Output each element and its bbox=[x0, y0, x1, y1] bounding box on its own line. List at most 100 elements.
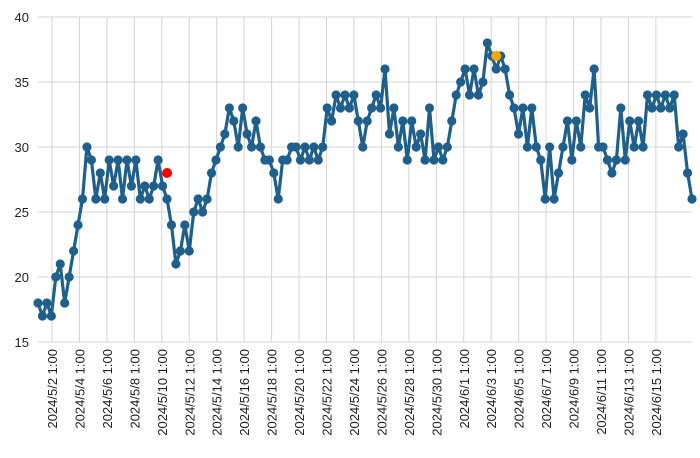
data-point bbox=[60, 298, 70, 308]
data-point bbox=[371, 90, 381, 100]
x-tick-label: 2024/5/6 1:00 bbox=[100, 349, 115, 429]
data-point bbox=[411, 142, 421, 152]
data-point bbox=[327, 116, 337, 126]
data-point bbox=[73, 220, 83, 230]
data-point bbox=[429, 155, 439, 165]
data-point bbox=[504, 90, 515, 100]
data-point bbox=[211, 155, 221, 165]
x-tick-label: 2024/5/18 1:00 bbox=[265, 349, 280, 436]
data-point bbox=[549, 194, 559, 204]
x-tick-label: 2024/5/12 1:00 bbox=[182, 349, 197, 436]
data-point bbox=[558, 142, 568, 152]
data-point bbox=[229, 116, 239, 126]
data-point bbox=[442, 142, 452, 152]
data-point bbox=[304, 155, 314, 165]
data-point bbox=[313, 155, 323, 165]
x-tick-label: 2024/5/14 1:00 bbox=[210, 349, 225, 436]
data-point bbox=[309, 142, 319, 152]
x-tick-label: 2024/5/30 1:00 bbox=[429, 349, 444, 436]
data-point bbox=[144, 194, 154, 204]
data-point bbox=[82, 142, 92, 152]
data-point bbox=[522, 142, 532, 152]
data-point bbox=[362, 116, 372, 126]
highlight-layer bbox=[162, 51, 502, 178]
data-point bbox=[37, 311, 48, 321]
x-tick-label: 2024/5/2 1:00 bbox=[45, 349, 60, 429]
data-point bbox=[598, 142, 608, 152]
data-point bbox=[375, 103, 386, 113]
data-point bbox=[77, 194, 88, 204]
x-tick-label: 2024/5/24 1:00 bbox=[347, 349, 362, 436]
x-tick-label: 2024/6/7 1:00 bbox=[539, 349, 554, 429]
data-point bbox=[135, 194, 145, 204]
data-point bbox=[562, 116, 573, 126]
data-point bbox=[553, 168, 564, 178]
data-point bbox=[438, 155, 448, 165]
data-point bbox=[153, 155, 163, 165]
data-point bbox=[251, 116, 261, 126]
data-point bbox=[478, 77, 488, 87]
x-tick-label: 2024/5/4 1:00 bbox=[72, 349, 87, 429]
y-tick-label: 35 bbox=[15, 75, 29, 90]
data-point bbox=[273, 194, 283, 204]
x-tick-label: 2024/6/1 1:00 bbox=[457, 349, 472, 429]
data-point bbox=[291, 142, 301, 152]
data-point bbox=[86, 155, 96, 165]
data-point bbox=[469, 64, 479, 74]
x-tick-label: 2024/5/22 1:00 bbox=[320, 349, 335, 436]
data-point bbox=[634, 116, 644, 126]
data-point bbox=[500, 64, 510, 74]
data-point bbox=[393, 142, 403, 152]
data-point bbox=[269, 168, 279, 178]
data-point bbox=[367, 103, 377, 113]
data-point bbox=[424, 103, 435, 113]
data-point bbox=[180, 220, 190, 230]
data-point bbox=[358, 142, 368, 152]
data-point bbox=[433, 142, 444, 152]
data-point bbox=[109, 181, 119, 191]
x-tick-label: 2024/6/15 1:00 bbox=[649, 349, 664, 436]
data-point bbox=[206, 168, 217, 178]
data-point bbox=[416, 129, 426, 139]
data-point bbox=[46, 311, 56, 321]
data-point bbox=[149, 181, 159, 191]
data-point bbox=[335, 103, 346, 113]
x-tick-label: 2024/6/9 1:00 bbox=[567, 349, 582, 429]
data-point bbox=[656, 103, 666, 113]
data-point bbox=[571, 116, 581, 126]
data-point bbox=[68, 246, 79, 256]
data-point bbox=[580, 90, 590, 100]
data-point bbox=[349, 90, 359, 100]
data-point bbox=[51, 272, 61, 282]
data-point bbox=[104, 155, 114, 165]
data-point bbox=[113, 155, 123, 165]
data-point bbox=[602, 155, 613, 165]
data-point bbox=[140, 181, 150, 191]
data-point bbox=[513, 129, 524, 139]
data-point bbox=[482, 38, 492, 48]
data-point bbox=[238, 103, 248, 113]
data-point bbox=[220, 129, 230, 139]
data-point bbox=[402, 155, 412, 165]
data-point bbox=[344, 103, 355, 113]
data-point bbox=[585, 103, 595, 113]
data-point bbox=[389, 103, 399, 113]
x-tick-label: 2024/5/8 1:00 bbox=[127, 349, 142, 429]
x-tick-label: 2024/5/26 1:00 bbox=[374, 349, 389, 436]
data-point bbox=[616, 103, 626, 113]
data-point bbox=[540, 194, 550, 204]
data-point bbox=[331, 90, 341, 100]
data-point bbox=[157, 181, 168, 191]
data-point bbox=[545, 142, 555, 152]
data-point bbox=[340, 90, 350, 100]
data-point bbox=[407, 116, 417, 126]
data-point bbox=[198, 207, 208, 217]
x-tick-label: 2024/6/3 1:00 bbox=[484, 349, 499, 429]
data-point bbox=[264, 155, 274, 165]
data-point bbox=[33, 298, 43, 308]
x-tick-label: 2024/5/20 1:00 bbox=[292, 349, 307, 436]
data-point bbox=[193, 194, 203, 204]
x-tick-label: 2024/6/13 1:00 bbox=[621, 349, 636, 436]
data-point bbox=[678, 129, 688, 139]
